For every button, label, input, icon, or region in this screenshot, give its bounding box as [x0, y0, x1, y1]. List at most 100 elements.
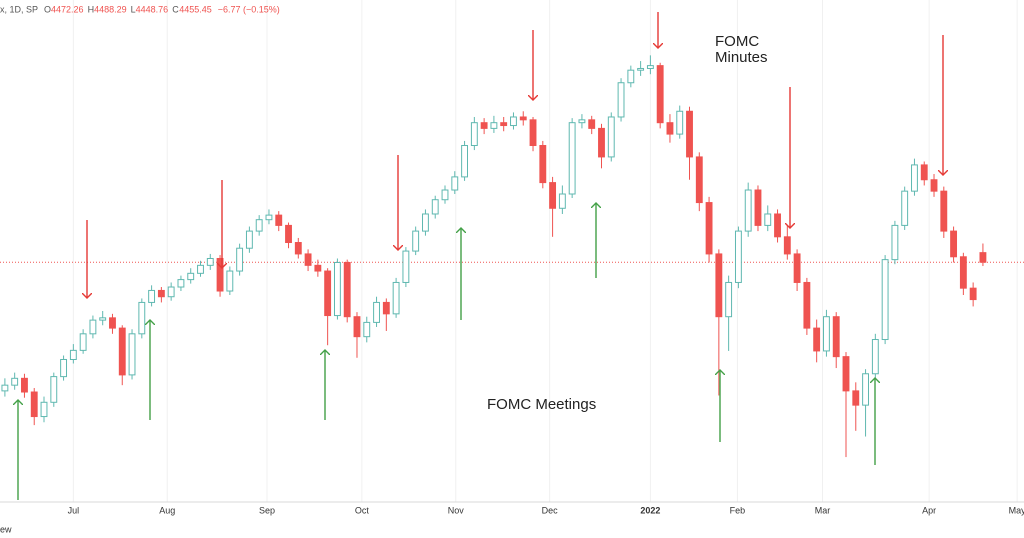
- candle-body: [510, 116, 517, 127]
- candle-body: [480, 122, 488, 129]
- candle-body: [705, 202, 713, 255]
- candle-body: [89, 319, 97, 335]
- x-tick-label: Dec: [542, 505, 559, 515]
- candle-body: [950, 230, 958, 258]
- candle-body: [793, 253, 801, 283]
- footer-fragment: ew: [0, 524, 12, 534]
- candle-body: [901, 190, 909, 226]
- candle-body: [412, 230, 420, 252]
- candle-body: [891, 224, 899, 261]
- candle-body: [930, 179, 938, 192]
- x-tick-label: Apr: [922, 505, 936, 515]
- candle-body: [245, 230, 253, 249]
- candle-body: [588, 119, 596, 129]
- ohlc-key: O: [44, 4, 51, 14]
- candle-body: [157, 289, 165, 298]
- candle-body: [441, 189, 449, 201]
- candle-body: [216, 257, 224, 292]
- candle-body: [744, 189, 752, 232]
- candle-body: [813, 327, 821, 352]
- candle-body: [862, 373, 869, 406]
- candle-body: [422, 213, 429, 232]
- candle-body: [304, 253, 312, 266]
- candle-body: [842, 356, 850, 392]
- candle-body: [637, 67, 645, 71]
- candle-body: [911, 164, 918, 192]
- candle-body: [598, 127, 605, 158]
- candle-body: [197, 264, 204, 274]
- candle-body: [128, 333, 136, 376]
- change: −6.77 (−0.15%): [218, 4, 280, 14]
- candle-body: [500, 122, 508, 127]
- candle-body: [333, 261, 341, 317]
- candle-body: [392, 281, 400, 315]
- candle-body: [676, 110, 684, 135]
- candle-body: [353, 316, 361, 338]
- candle-body: [314, 264, 322, 272]
- candle-body: [803, 281, 811, 329]
- candle-body: [324, 270, 332, 317]
- x-tick-label: Jul: [68, 505, 80, 515]
- candle-body: [79, 333, 87, 351]
- candle-body: [881, 259, 889, 341]
- candle-body: [167, 286, 175, 298]
- ohlc-key: H: [88, 4, 95, 14]
- candle-body: [187, 272, 195, 281]
- ohlc-key: C: [172, 4, 179, 14]
- candle-body: [11, 377, 19, 386]
- candle-body: [754, 189, 762, 226]
- candle-body: [294, 242, 302, 255]
- x-tick-label: Feb: [730, 505, 746, 515]
- ohlc-value: 4488.29: [94, 4, 127, 14]
- candle-body: [60, 358, 68, 378]
- candle-body: [373, 301, 380, 323]
- ohlc-value: 4448.76: [136, 4, 169, 14]
- candle-body: [382, 301, 390, 315]
- candle-body: [519, 116, 527, 121]
- candle-body: [1, 384, 9, 392]
- candle-body: [607, 116, 615, 158]
- candle-body: [764, 213, 772, 226]
- candle-body: [177, 279, 185, 288]
- x-tick-label: Aug: [159, 505, 175, 515]
- candle-body: [21, 377, 28, 393]
- candle-body: [959, 256, 967, 289]
- candle-body: [138, 301, 146, 335]
- candle-body: [578, 119, 586, 124]
- candle-body: [686, 110, 693, 158]
- candle-body: [529, 119, 537, 147]
- x-tick-label: May: [1009, 505, 1024, 515]
- candle-body: [50, 376, 58, 403]
- candle-body: [832, 316, 840, 358]
- x-tick-label: Mar: [815, 505, 831, 515]
- candle-body: [363, 321, 371, 338]
- candle-body: [823, 316, 830, 352]
- candle-body: [470, 122, 478, 147]
- ohlc-key: L: [131, 4, 136, 14]
- candle-body: [285, 224, 292, 244]
- candle-body: [236, 247, 244, 272]
- candle-body: [30, 391, 38, 418]
- candle-body: [226, 270, 234, 292]
- x-tick-label: 2022: [640, 505, 660, 515]
- annotation-minutes: Minutes: [715, 49, 768, 66]
- candle-body: [558, 193, 566, 209]
- annotation-meetings: FOMC Meetings: [487, 396, 596, 413]
- candle-body: [666, 122, 674, 135]
- candle-body: [920, 164, 928, 181]
- candle-body: [148, 289, 156, 303]
- candle-body: [734, 230, 742, 283]
- candle-body: [549, 182, 557, 209]
- candle-body: [656, 65, 664, 124]
- candle-body: [774, 213, 781, 238]
- candle-body: [852, 390, 860, 406]
- x-tick-label: Sep: [259, 505, 275, 515]
- symbol: x, 1D, SP: [0, 4, 38, 14]
- candle-body: [40, 401, 48, 418]
- candle-body: [402, 250, 410, 283]
- candle-body: [940, 190, 948, 232]
- candle-body: [783, 236, 791, 255]
- candle-body: [695, 156, 703, 204]
- x-tick-label: Nov: [448, 505, 465, 515]
